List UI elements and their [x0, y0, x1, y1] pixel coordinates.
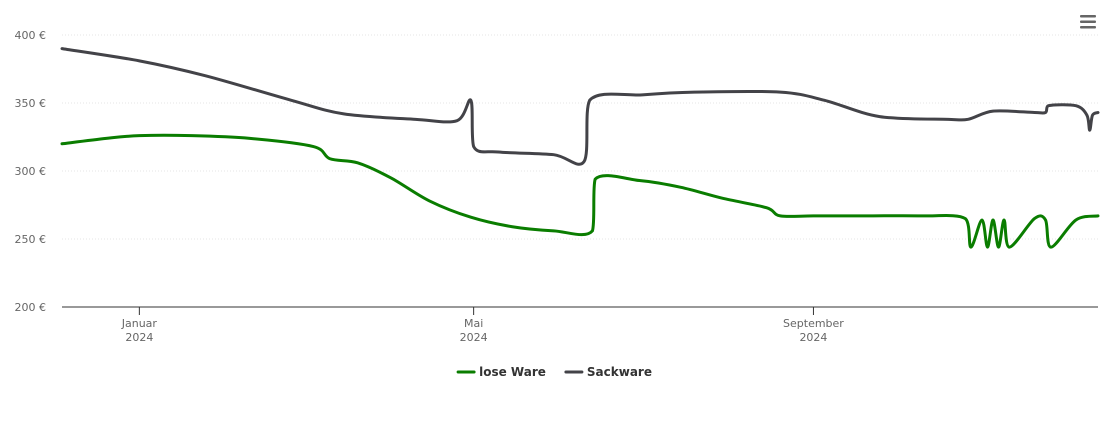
- x-tick-sublabel: 2024: [799, 331, 827, 344]
- y-tick-label: 300 €: [15, 165, 47, 178]
- legend[interactable]: lose Ware Sackware: [456, 365, 652, 379]
- x-tick-sublabel: 2024: [460, 331, 488, 344]
- y-tick-label: 200 €: [15, 301, 47, 314]
- series-line-sackware[interactable]: [60, 47, 1100, 166]
- x-tick-sublabel: 2024: [125, 331, 153, 344]
- y-axis: 200 € 250 € 300 € 350 € 400 €: [15, 29, 47, 314]
- y-tick-label: 250 €: [15, 233, 47, 246]
- legend-item[interactable]: lose Ware: [456, 365, 546, 379]
- x-tick-label: Mai: [464, 317, 483, 330]
- series-line-lose-ware[interactable]: [60, 133, 1100, 249]
- series-lines[interactable]: [60, 47, 1100, 249]
- legend-label: Sackware: [587, 365, 652, 379]
- x-tick-label: September: [783, 317, 844, 330]
- y-tick-label: 350 €: [15, 97, 47, 110]
- chart-menu-icon[interactable]: [1076, 10, 1100, 32]
- legend-label: lose Ware: [479, 365, 546, 379]
- y-tick-label: 400 €: [15, 29, 47, 42]
- legend-item[interactable]: Sackware: [564, 365, 652, 379]
- x-tick-label: Januar: [121, 317, 158, 330]
